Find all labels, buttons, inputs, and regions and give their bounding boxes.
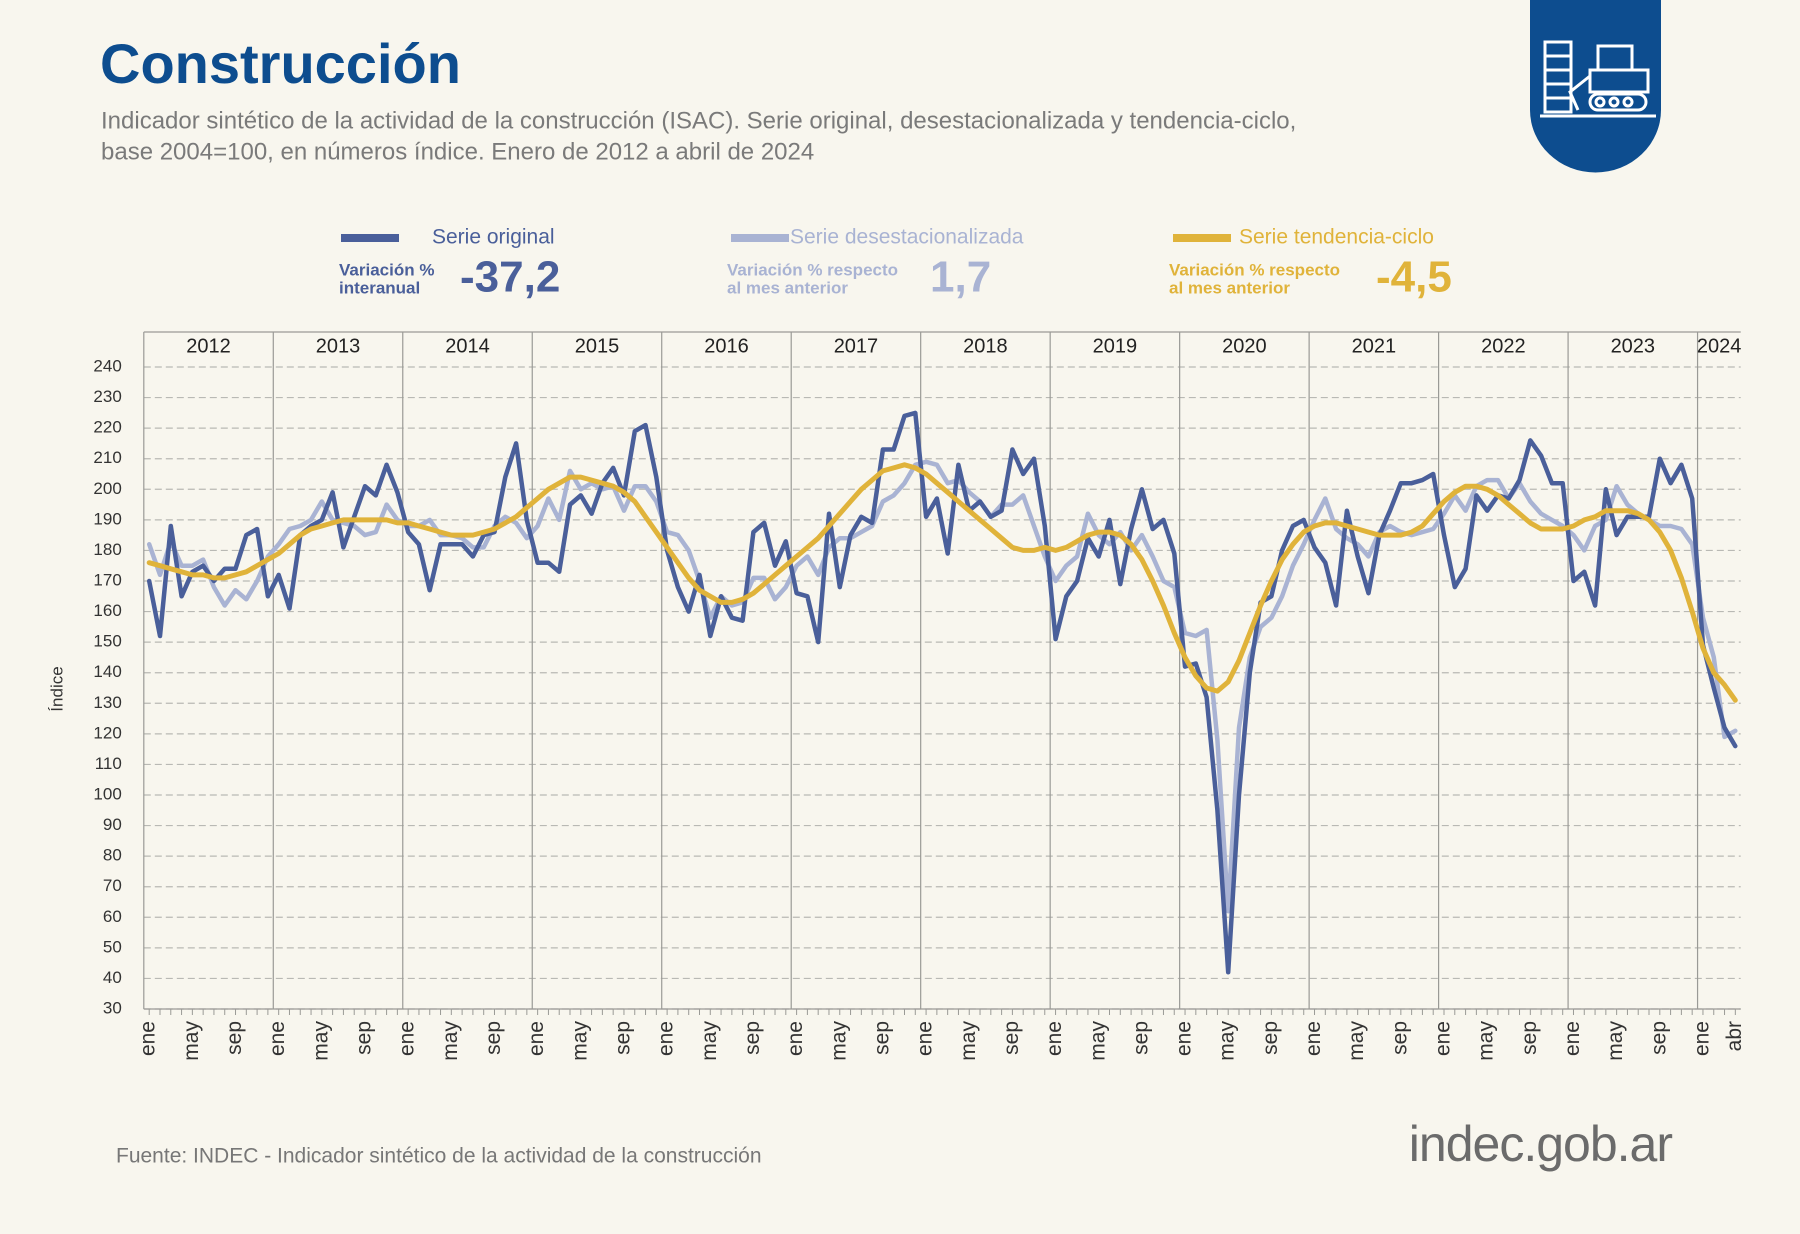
x-tick-label: may bbox=[698, 1021, 721, 1061]
x-tick-label: may bbox=[180, 1021, 203, 1061]
x-tick-label: may bbox=[1216, 1021, 1239, 1061]
x-tick-label: sep bbox=[1388, 1021, 1411, 1055]
x-tick-label: sep bbox=[353, 1021, 376, 1055]
x-tick-label: ene bbox=[1561, 1021, 1584, 1056]
stat-value: -37,2 bbox=[460, 253, 560, 302]
x-tick-label: ene bbox=[396, 1021, 419, 1056]
year-label: 2013 bbox=[316, 335, 361, 357]
chart-title: Construcción bbox=[100, 32, 461, 95]
y-tick-label: 170 bbox=[93, 570, 121, 589]
x-tick-label: sep bbox=[1518, 1021, 1541, 1055]
x-tick-label: sep bbox=[612, 1021, 635, 1055]
y-tick-label: 160 bbox=[93, 601, 121, 620]
legend-label: Serie desestacionalizada bbox=[790, 226, 1024, 249]
y-axis-label: Índice bbox=[47, 666, 66, 711]
x-tick-label: ene bbox=[784, 1021, 807, 1056]
y-tick-label: 30 bbox=[103, 998, 122, 1017]
y-tick-label: 180 bbox=[93, 540, 121, 559]
y-tick-label: 40 bbox=[103, 968, 122, 987]
x-tick-label: sep bbox=[223, 1021, 246, 1055]
y-tick-label: 240 bbox=[93, 356, 121, 375]
x-tick-label: may bbox=[1345, 1021, 1368, 1061]
x-tick-label: sep bbox=[1000, 1021, 1023, 1055]
x-tick-label: ene bbox=[914, 1021, 937, 1056]
stat-label: Variación % respecto bbox=[1169, 260, 1340, 279]
x-tick-label: ene bbox=[137, 1021, 160, 1056]
year-label: 2022 bbox=[1481, 335, 1526, 357]
year-label: 2014 bbox=[445, 335, 490, 357]
stat-label: interanual bbox=[339, 278, 420, 297]
year-label: 2012 bbox=[186, 335, 231, 357]
y-tick-label: 140 bbox=[93, 662, 121, 681]
icon-badge bbox=[1530, 0, 1661, 173]
x-tick-label: may bbox=[439, 1021, 462, 1061]
y-tick-label: 80 bbox=[103, 846, 122, 865]
x-tick-label: ene bbox=[1432, 1021, 1455, 1056]
y-tick-label: 230 bbox=[93, 387, 121, 406]
stat-label: al mes anterior bbox=[1169, 278, 1290, 297]
year-label: 2020 bbox=[1222, 335, 1267, 357]
y-tick-label: 150 bbox=[93, 632, 121, 651]
y-tick-label: 200 bbox=[93, 479, 121, 498]
y-tick-label: 190 bbox=[93, 509, 121, 528]
stat-label: al mes anterior bbox=[727, 278, 848, 297]
x-tick-label: may bbox=[827, 1021, 850, 1061]
series-line bbox=[146, 410, 1738, 975]
x-tick-label: ene bbox=[1691, 1021, 1714, 1056]
stat-value: 1,7 bbox=[930, 253, 991, 302]
x-tick-label: ene bbox=[1043, 1021, 1066, 1056]
y-tick-label: 130 bbox=[93, 693, 121, 712]
year-label: 2024 bbox=[1697, 335, 1742, 357]
source-note: Fuente: INDEC - Indicador sintético de l… bbox=[116, 1145, 762, 1168]
x-tick-label: sep bbox=[1129, 1021, 1152, 1055]
x-tick-label: ene bbox=[1173, 1021, 1196, 1056]
x-tick-label: sep bbox=[870, 1021, 893, 1055]
y-tick-label: 50 bbox=[103, 937, 122, 956]
year-label: 2016 bbox=[704, 335, 749, 357]
chart-subtitle: base 2004=100, en números índice. Enero … bbox=[101, 138, 814, 165]
stat-label: Variación % bbox=[339, 260, 434, 279]
stat-label: Variación % respecto bbox=[727, 260, 898, 279]
stat-value: -4,5 bbox=[1376, 253, 1452, 302]
y-tick-label: 220 bbox=[93, 418, 121, 437]
year-label: 2018 bbox=[963, 335, 1008, 357]
year-label: 2021 bbox=[1352, 335, 1397, 357]
year-label: 2019 bbox=[1093, 335, 1138, 357]
legend-label: Serie original bbox=[432, 226, 555, 249]
year-label: 2023 bbox=[1611, 335, 1656, 357]
y-tick-label: 210 bbox=[93, 448, 121, 467]
y-tick-label: 120 bbox=[93, 723, 121, 742]
year-label: 2015 bbox=[575, 335, 620, 357]
legend-label: Serie tendencia-ciclo bbox=[1239, 226, 1434, 249]
series-line bbox=[146, 462, 1738, 703]
x-tick-label: may bbox=[568, 1021, 591, 1061]
chart-subtitle: Indicador sintético de la actividad de l… bbox=[101, 107, 1296, 134]
x-tick-label: may bbox=[957, 1021, 980, 1061]
y-tick-label: 100 bbox=[93, 784, 121, 803]
y-tick-label: 90 bbox=[103, 815, 122, 834]
x-tick-label: sep bbox=[482, 1021, 505, 1055]
x-tick-label: sep bbox=[1647, 1021, 1670, 1055]
x-tick-label: ene bbox=[655, 1021, 678, 1056]
x-tick-label: sep bbox=[741, 1021, 764, 1055]
year-label: 2017 bbox=[834, 335, 879, 357]
x-tick-label: may bbox=[309, 1021, 332, 1061]
x-tick-label: may bbox=[1086, 1021, 1109, 1061]
x-tick-label: may bbox=[1604, 1021, 1627, 1061]
y-tick-label: 110 bbox=[95, 754, 122, 773]
x-tick-label: may bbox=[1475, 1021, 1498, 1061]
x-tick-label: sep bbox=[1259, 1021, 1282, 1055]
y-tick-label: 70 bbox=[103, 876, 122, 895]
x-tick-label: abr bbox=[1723, 1021, 1746, 1051]
brand-logo: indec.gob.ar bbox=[1409, 1116, 1673, 1172]
y-tick-label: 60 bbox=[103, 907, 122, 926]
x-tick-label: ene bbox=[525, 1021, 548, 1056]
x-tick-label: ene bbox=[266, 1021, 289, 1056]
x-tick-label: ene bbox=[1302, 1021, 1325, 1056]
